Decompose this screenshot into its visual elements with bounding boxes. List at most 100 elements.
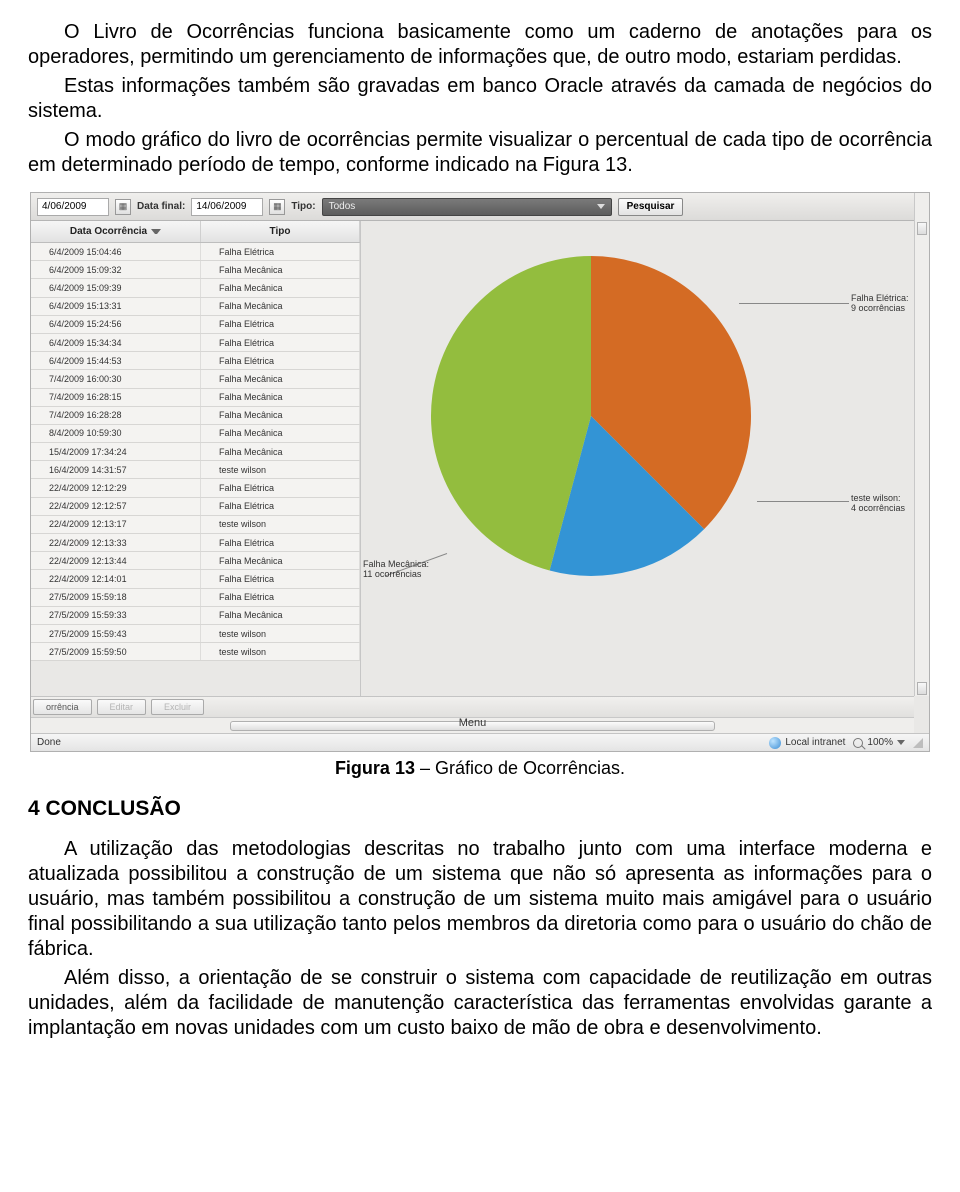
new-occurrence-button[interactable]: orrência xyxy=(33,699,92,715)
occurrences-pie-chart: Falha Elétrica: 9 ocorrências teste wils… xyxy=(361,221,914,696)
calendar-icon[interactable]: ▦ xyxy=(115,199,131,215)
table-row[interactable]: 22/4/2009 12:12:29Falha Elétrica xyxy=(31,479,360,497)
table-row[interactable]: 22/4/2009 12:12:57Falha Elétrica xyxy=(31,498,360,516)
paragraph: Estas informações também são gravadas em… xyxy=(28,74,932,124)
cell-type: Falha Mecânica xyxy=(201,407,360,424)
col-date-label: Data Ocorrência xyxy=(70,226,147,237)
table-row[interactable]: 7/4/2009 16:00:30Falha Mecânica xyxy=(31,370,360,388)
cell-date: 6/4/2009 15:09:39 xyxy=(31,279,201,296)
zoom-icon xyxy=(853,738,863,748)
scrollbar-vertical[interactable] xyxy=(914,221,929,696)
edit-button[interactable]: Editar xyxy=(97,699,147,715)
type-select[interactable]: Todos xyxy=(322,198,612,216)
table-row[interactable]: 6/4/2009 15:04:46Falha Elétrica xyxy=(31,243,360,261)
action-bar: orrência Editar Excluir xyxy=(31,696,914,717)
cell-date: 6/4/2009 15:44:53 xyxy=(31,352,201,369)
cell-type: Falha Elétrica xyxy=(201,589,360,606)
figure-caption: Figura 13 – Gráfico de Ocorrências. xyxy=(28,758,932,779)
zone-label: Local intranet xyxy=(785,737,845,748)
callout-teste-wilson: teste wilson: 4 ocorrências xyxy=(851,493,905,513)
cell-date: 6/4/2009 15:34:34 xyxy=(31,334,201,351)
cell-type: Falha Mecânica xyxy=(201,607,360,624)
cell-date: 7/4/2009 16:28:15 xyxy=(31,389,201,406)
cell-date: 7/4/2009 16:00:30 xyxy=(31,370,201,387)
resize-grip-icon[interactable] xyxy=(913,738,923,748)
date-initial-input[interactable]: 4/06/2009 xyxy=(37,198,109,216)
screenshot-livro-ocorrencias: 4/06/2009 ▦ Data final: 14/06/2009 ▦ Tip… xyxy=(30,192,930,752)
delete-button[interactable]: Excluir xyxy=(151,699,204,715)
table-row[interactable]: 22/4/2009 12:14:01Falha Elétrica xyxy=(31,570,360,588)
col-type[interactable]: Tipo xyxy=(201,221,360,242)
type-select-value: Todos xyxy=(329,201,356,212)
table-row[interactable]: 27/5/2009 15:59:18Falha Elétrica xyxy=(31,589,360,607)
table-row[interactable]: 22/4/2009 12:13:33Falha Elétrica xyxy=(31,534,360,552)
cell-type: Falha Elétrica xyxy=(201,352,360,369)
callout-falha-eletrica: Falha Elétrica: 9 ocorrências xyxy=(851,293,909,313)
content-area: Data Ocorrência Tipo 6/4/2009 15:04:46Fa… xyxy=(31,221,914,696)
table-row[interactable]: 6/4/2009 15:09:32Falha Mecânica xyxy=(31,261,360,279)
occurrences-table: Data Ocorrência Tipo 6/4/2009 15:04:46Fa… xyxy=(31,221,361,696)
chevron-down-icon xyxy=(897,740,905,745)
table-row[interactable]: 22/4/2009 12:13:17teste wilson xyxy=(31,516,360,534)
scrollbar-vertical[interactable] xyxy=(914,193,929,221)
callout-falha-mecanica: Falha Mecânica: 11 ocorrências xyxy=(363,559,429,579)
search-button[interactable]: Pesquisar xyxy=(618,198,684,216)
cell-date: 16/4/2009 14:31:57 xyxy=(31,461,201,478)
table-row[interactable]: 15/4/2009 17:34:24Falha Mecânica xyxy=(31,443,360,461)
cell-date: 27/5/2009 15:59:50 xyxy=(31,643,201,660)
cell-date: 22/4/2009 12:12:29 xyxy=(31,479,201,496)
caption-bold: Figura 13 xyxy=(335,758,415,778)
callout-line xyxy=(757,501,849,502)
table-row[interactable]: 27/5/2009 15:59:33Falha Mecânica xyxy=(31,607,360,625)
date-final-input[interactable]: 14/06/2009 xyxy=(191,198,263,216)
table-row[interactable]: 6/4/2009 15:44:53Falha Elétrica xyxy=(31,352,360,370)
paragraph: Além disso, a orientação de se construir… xyxy=(28,966,932,1041)
table-row[interactable]: 22/4/2009 12:13:44Falha Mecânica xyxy=(31,552,360,570)
paragraph: O Livro de Ocorrências funciona basicame… xyxy=(28,20,932,70)
cell-date: 27/5/2009 15:59:18 xyxy=(31,589,201,606)
cell-type: Falha Mecânica xyxy=(201,298,360,315)
table-row[interactable]: 8/4/2009 10:59:30Falha Mecânica xyxy=(31,425,360,443)
chevron-down-icon xyxy=(597,204,605,209)
cell-type: Falha Mecânica xyxy=(201,425,360,442)
cell-date: 6/4/2009 15:04:46 xyxy=(31,243,201,260)
cell-type: Falha Mecânica xyxy=(201,389,360,406)
sort-desc-icon xyxy=(151,229,161,234)
scrollbar-horizontal[interactable]: Menu xyxy=(31,717,914,733)
cell-date: 6/4/2009 15:24:56 xyxy=(31,316,201,333)
callout-line xyxy=(739,303,849,304)
cell-type: Falha Mecânica xyxy=(201,261,360,278)
table-body: 6/4/2009 15:04:46Falha Elétrica6/4/2009 … xyxy=(31,243,360,696)
cell-type: teste wilson xyxy=(201,625,360,642)
table-row[interactable]: 16/4/2009 14:31:57teste wilson xyxy=(31,461,360,479)
table-row[interactable]: 6/4/2009 15:09:39Falha Mecânica xyxy=(31,279,360,297)
cell-type: teste wilson xyxy=(201,461,360,478)
table-row[interactable]: 6/4/2009 15:34:34Falha Elétrica xyxy=(31,334,360,352)
pie-svg-wrap xyxy=(431,256,751,576)
calendar-icon[interactable]: ▦ xyxy=(269,199,285,215)
security-zone: Local intranet xyxy=(769,737,845,749)
table-row[interactable]: 7/4/2009 16:28:15Falha Mecânica xyxy=(31,389,360,407)
caption-rest: – Gráfico de Ocorrências. xyxy=(415,758,625,778)
cell-date: 6/4/2009 15:09:32 xyxy=(31,261,201,278)
menu-label[interactable]: Menu xyxy=(459,717,487,729)
table-row[interactable]: 27/5/2009 15:59:43teste wilson xyxy=(31,625,360,643)
table-row[interactable]: 27/5/2009 15:59:50teste wilson xyxy=(31,643,360,661)
cell-date: 15/4/2009 17:34:24 xyxy=(31,443,201,460)
cell-type: Falha Elétrica xyxy=(201,334,360,351)
cell-type: Falha Elétrica xyxy=(201,498,360,515)
section-heading: 4 CONCLUSÃO xyxy=(28,797,932,821)
zoom-control[interactable]: 100% xyxy=(853,737,905,748)
table-row[interactable]: 6/4/2009 15:24:56Falha Elétrica xyxy=(31,316,360,334)
cell-type: Falha Mecânica xyxy=(201,370,360,387)
cell-date: 22/4/2009 12:13:17 xyxy=(31,516,201,533)
globe-icon xyxy=(769,737,781,749)
table-row[interactable]: 7/4/2009 16:28:28Falha Mecânica xyxy=(31,407,360,425)
cell-date: 22/4/2009 12:14:01 xyxy=(31,570,201,587)
cell-date: 6/4/2009 15:13:31 xyxy=(31,298,201,315)
date-final-label: Data final: xyxy=(137,201,185,212)
table-row[interactable]: 6/4/2009 15:13:31Falha Mecânica xyxy=(31,298,360,316)
cell-type: teste wilson xyxy=(201,516,360,533)
col-date[interactable]: Data Ocorrência xyxy=(31,221,201,242)
paragraph: O modo gráfico do livro de ocorrências p… xyxy=(28,128,932,178)
